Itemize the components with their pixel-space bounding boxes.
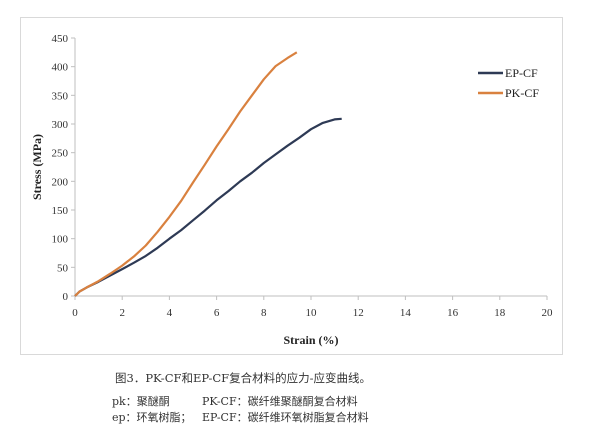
- y-tick-label: 350: [52, 90, 69, 102]
- chart-frame: [20, 17, 563, 355]
- x-tick-label: 12: [353, 307, 364, 319]
- x-tick-label: 8: [261, 307, 267, 319]
- legend-label-ep-cf: EP-CF: [505, 66, 538, 80]
- y-tick-label: 450: [52, 33, 69, 45]
- note-abbr: ep：环氧树脂；: [112, 411, 192, 424]
- x-tick-label: 14: [400, 307, 412, 319]
- series-layer: [74, 51, 342, 297]
- y-tick-label: 400: [52, 62, 69, 74]
- abbreviation-notes: pk：聚醚酮 PK-CF：碳纤维聚醚酮复合材料 ep：环氧树脂； EP-CF：碳…: [112, 394, 369, 426]
- y-axis: 0 50 100 150 200 250 300 350 400 450: [52, 33, 76, 303]
- x-tick-label: 20: [542, 307, 554, 319]
- note-row: pk：聚醚酮 PK-CF：碳纤维聚醚酮复合材料: [112, 394, 369, 410]
- y-tick-label: 200: [52, 176, 69, 188]
- x-axis-title: Strain (%): [284, 333, 339, 347]
- x-tick-label: 10: [306, 307, 318, 319]
- series-line-ep-cf: [74, 117, 342, 297]
- figure-caption: 图3．PK-CF和EP-CF复合材料的应力-应变曲线。: [115, 371, 372, 385]
- y-tick-label: 100: [52, 234, 69, 246]
- stress-strain-chart: 0 50 100 150 200 250 300 350 400 450 0 2 4 6 8 10 12 14 1…: [30, 33, 554, 347]
- y-tick-label: 150: [52, 205, 69, 217]
- note-desc: EP-CF：碳纤维环氧树脂复合材料: [202, 411, 369, 424]
- y-tick-label: 50: [57, 262, 69, 274]
- x-tick-label: 2: [119, 307, 125, 319]
- note-desc: PK-CF：碳纤维聚醚酮复合材料: [202, 395, 358, 408]
- y-tick-label: 0: [63, 291, 69, 303]
- y-tick-label: 250: [52, 148, 69, 160]
- x-tick-label: 0: [72, 307, 78, 319]
- series-line-pk-cf: [74, 51, 298, 297]
- note-abbr: pk：聚醚酮: [112, 395, 170, 408]
- x-axis: 0 2 4 6 8 10 12 14 16 18 20: [72, 295, 554, 319]
- y-tick-label: 300: [52, 119, 69, 131]
- note-row: ep：环氧树脂； EP-CF：碳纤维环氧树脂复合材料: [112, 410, 369, 426]
- legend-label-pk-cf: PK-CF: [505, 86, 539, 100]
- x-tick-label: 16: [447, 307, 459, 319]
- legend: EP-CF PK-CF: [478, 66, 539, 100]
- y-axis-title: Stress (MPa): [30, 134, 44, 200]
- x-tick-label: 4: [167, 307, 173, 319]
- x-tick-label: 6: [214, 307, 220, 319]
- x-tick-label: 18: [494, 307, 506, 319]
